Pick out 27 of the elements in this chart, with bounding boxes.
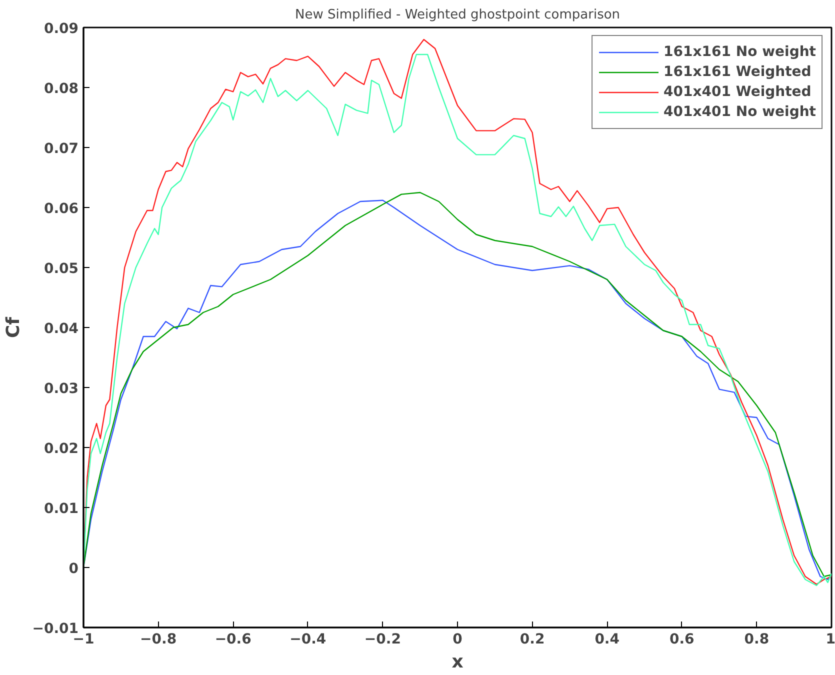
chart-title: New Simplified - Weighted ghostpoint comparison (294, 8, 620, 22)
y-tick-label: 0.05 (44, 261, 79, 277)
x-tick-label: 1 (826, 632, 835, 648)
y-tick-label: 0.04 (44, 321, 79, 337)
y-axis-title: Cf (3, 316, 24, 338)
legend-label: 401x401 No weight (664, 104, 816, 120)
legend-label: 161x161 Weighted (664, 64, 812, 80)
y-tick-label: 0 (68, 561, 79, 577)
y-tick-label: 0.06 (44, 201, 79, 217)
x-tick-label: −0.4 (290, 632, 326, 648)
y-tick-label: 0.03 (44, 381, 79, 397)
y-tick-label: 0.08 (44, 81, 79, 97)
y-tick-label: 0.09 (44, 21, 79, 37)
x-tick-label: 0.4 (594, 632, 620, 648)
x-tick-label: 0.8 (744, 632, 770, 648)
x-tick-label: −0.6 (214, 632, 252, 648)
x-tick-label: 0.6 (670, 632, 694, 648)
x-axis-title: x (452, 652, 464, 672)
legend-label: 401x401 Weighted (664, 84, 812, 100)
x-tick-label: −0.2 (364, 632, 401, 648)
y-tick-label: 0.07 (44, 141, 79, 157)
legend-label: 161x161 No weight (664, 44, 816, 60)
x-tick-label: 0.2 (520, 632, 545, 648)
y-tick-label: 0.02 (44, 441, 79, 457)
x-tick-label: −0.8 (140, 632, 177, 648)
x-tick-label: 0 (452, 632, 463, 648)
y-tick-label: 0.01 (44, 501, 79, 517)
